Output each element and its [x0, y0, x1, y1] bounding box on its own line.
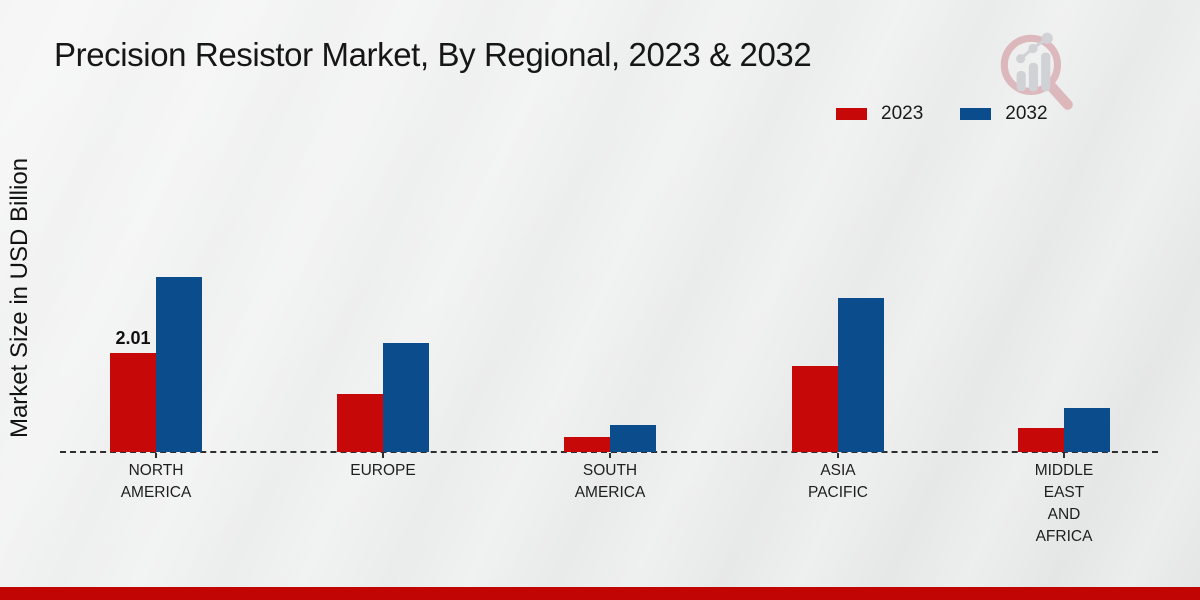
bar-2032-region-3	[838, 298, 884, 452]
bar-2032-region-2	[610, 425, 656, 452]
x-axis-tick	[609, 453, 611, 458]
category-label: NORTH AMERICA	[120, 462, 192, 501]
x-axis-tick	[837, 453, 839, 458]
x-axis-tick	[155, 453, 157, 458]
legend-swatch-2032	[960, 108, 992, 120]
x-axis-tick	[1063, 453, 1065, 458]
x-axis-tick	[382, 453, 384, 458]
legend-item-2032: 2032	[960, 103, 1048, 125]
bottom-accent-band	[0, 587, 1200, 600]
magnifier-growth-chart-logo	[1000, 32, 1073, 110]
bar-2023-region-2	[564, 437, 610, 452]
bar-value-label: 2.01	[115, 328, 151, 348]
chart-title: Precision Resistor Market, By Regional, …	[54, 36, 812, 73]
bar-2023-region-3	[792, 366, 838, 452]
legend-label-2032: 2032	[1005, 103, 1048, 124]
bar-2032-region-1	[383, 343, 429, 452]
bar-2032-region-0	[156, 277, 202, 452]
category-label: SOUTH AMERICA	[574, 462, 646, 501]
legend-item-2023: 2023	[836, 103, 923, 125]
category-label: ASIA PACIFIC	[808, 462, 868, 501]
zero-baseline	[60, 451, 1158, 453]
legend: 2023 2032	[836, 103, 1048, 125]
category-label: MIDDLE EAST AND AFRICA	[1034, 462, 1094, 545]
bar-2032-region-4	[1064, 408, 1110, 452]
bar-2023-region-0	[110, 353, 156, 452]
legend-swatch-2023	[836, 108, 867, 120]
bar-2023-region-1	[337, 394, 383, 452]
legend-label-2023: 2023	[881, 103, 924, 124]
bar-2023-region-4	[1018, 428, 1064, 452]
category-label: EUROPE	[350, 462, 416, 479]
